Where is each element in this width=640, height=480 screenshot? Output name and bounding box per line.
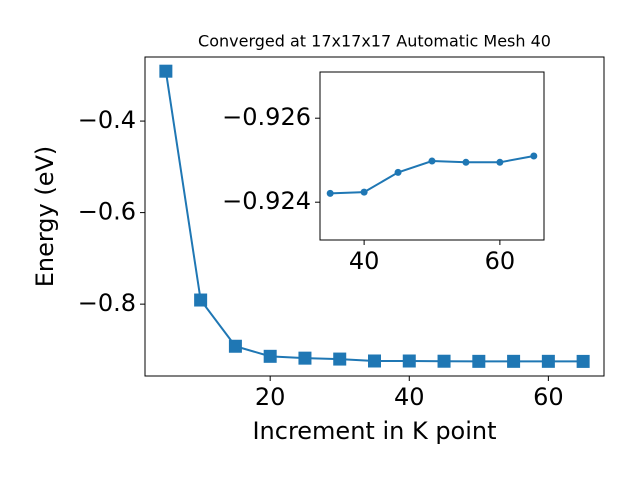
marker <box>496 158 504 166</box>
marker <box>159 64 173 78</box>
x-tick-label: 60 <box>533 383 564 411</box>
marker <box>333 352 347 366</box>
marker <box>394 168 402 176</box>
marker <box>360 188 368 196</box>
x-axis-label: Increment in K point <box>252 417 496 445</box>
marker <box>576 354 590 368</box>
y-tick-label: −0.926 <box>222 103 311 131</box>
y-tick-label: −0.4 <box>78 106 136 134</box>
marker <box>428 157 436 165</box>
y-axis-label: Energy (eV) <box>31 146 59 288</box>
marker <box>462 158 470 166</box>
x-tick-label: 20 <box>255 383 286 411</box>
marker <box>530 152 538 160</box>
marker <box>326 189 334 197</box>
marker <box>541 354 555 368</box>
marker <box>298 351 312 365</box>
marker <box>194 293 208 307</box>
x-tick-label: 40 <box>349 247 380 275</box>
marker <box>507 354 521 368</box>
marker <box>263 349 277 363</box>
y-tick-label: −0.6 <box>78 198 136 226</box>
marker <box>368 354 381 368</box>
marker <box>437 354 451 368</box>
chart-title: Converged at 17x17x17 Automatic Mesh 40 <box>198 32 551 51</box>
marker <box>228 339 242 353</box>
y-tick-label: −0.8 <box>78 289 136 317</box>
x-tick-label: 60 <box>485 247 516 275</box>
marker <box>402 354 416 368</box>
y-tick-label: −0.924 <box>222 187 311 215</box>
plot-area <box>319 71 545 241</box>
x-tick-label: 40 <box>394 383 425 411</box>
marker <box>472 354 486 368</box>
